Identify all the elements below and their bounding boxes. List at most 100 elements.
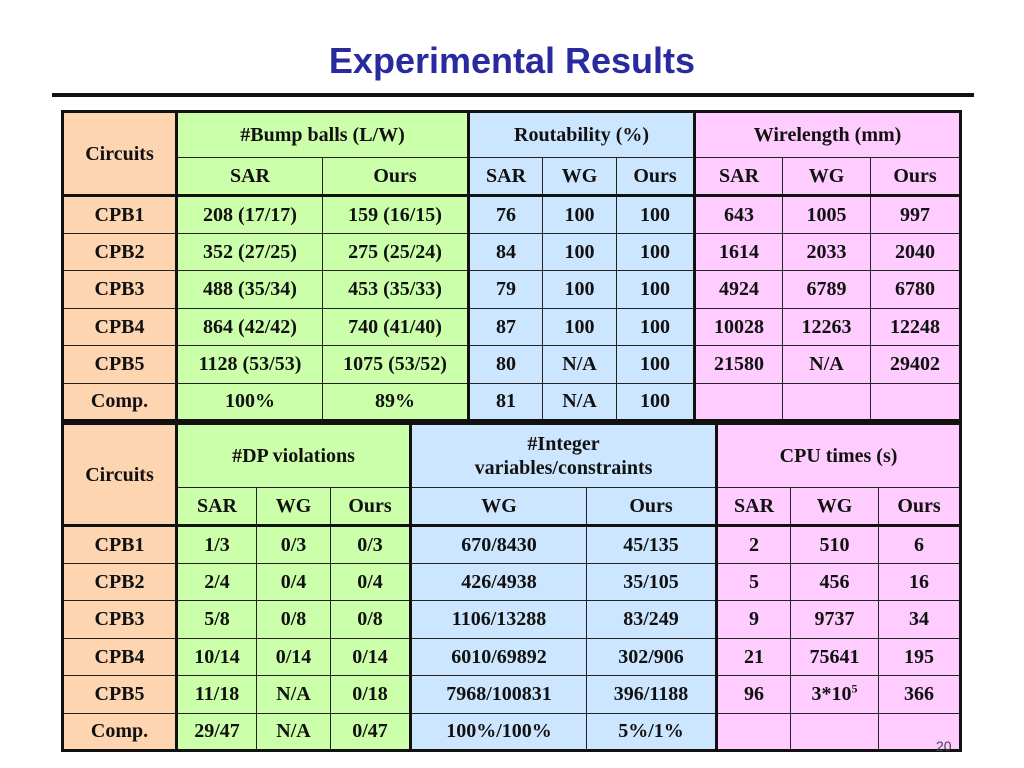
table-cell: 81 <box>468 382 544 421</box>
table-cell: 6780 <box>870 270 962 309</box>
table-cell: 0/3 <box>329 525 413 564</box>
table-cell: 195 <box>878 637 962 676</box>
table-row: CPB3 488 (35/34) 453 (35/33) 79 100 100 4924 67… <box>62 270 962 309</box>
table-cell: 84 <box>468 232 544 271</box>
table-cell: 21580 <box>694 345 784 384</box>
table-cell <box>782 382 872 421</box>
table-cell: 6 <box>878 525 962 564</box>
table-cell: 2040 <box>870 232 962 271</box>
table-cell <box>878 712 962 751</box>
table-cell: 34 <box>878 600 962 639</box>
table-cell: 740 (41/40) <box>321 307 471 346</box>
table-cell: 100 <box>542 195 618 234</box>
table-cell: 45/135 <box>586 525 719 564</box>
table-row: CPB2 352 (27/25) 275 (25/24) 84 100 100 1614 20… <box>62 232 962 271</box>
table-cell: 87 <box>468 307 544 346</box>
table-cell: N/A <box>256 675 331 714</box>
table-cell: 79 <box>468 270 544 309</box>
table-cell: 21 <box>716 637 792 676</box>
table-cell: 4924 <box>694 270 784 309</box>
table-cell: 1005 <box>782 195 872 234</box>
table-cell: 5/8 <box>176 600 257 639</box>
table-cell <box>870 382 962 421</box>
table-cell: 456 <box>790 562 880 601</box>
routability-header: Routability (%) <box>468 111 697 158</box>
table-cell: 10/14 <box>176 637 257 676</box>
circuit-name-cell: CPB2 <box>62 562 178 601</box>
table-cell: 1614 <box>694 232 784 271</box>
table-cell: 29/47 <box>176 712 257 751</box>
page-number: 20 <box>936 738 952 754</box>
table-cell: 7968/100831 <box>410 675 588 714</box>
table-cell: 3*105 <box>790 675 880 714</box>
subheader-cell: SAR <box>176 157 323 197</box>
table-cell: 2/4 <box>176 562 257 601</box>
subheader-cell: Ours <box>870 157 962 197</box>
table-row: Comp. 29/47 N/A 0/47 100%/100% 5%/1% <box>62 712 962 751</box>
table-row: CPB4 864 (42/42) 740 (41/40) 87 100 100 10028 1… <box>62 307 962 346</box>
subheader-cell: Ours <box>616 157 697 197</box>
table-cell: 10028 <box>694 307 784 346</box>
table-cell: 208 (17/17) <box>176 195 323 234</box>
results-table-2: Circuits #DP violations #Integer variabl… <box>61 422 963 752</box>
circuits-header: Circuits <box>62 111 178 197</box>
table-cell: 100%/100% <box>410 712 588 751</box>
wirelength-header: Wirelength (mm) <box>694 111 962 158</box>
circuit-name-cell: CPB1 <box>62 195 178 234</box>
table-cell: 0/4 <box>256 562 331 601</box>
table-cell: 80 <box>468 345 544 384</box>
table-cell: 396/1188 <box>586 675 719 714</box>
circuit-name-cell: CPB2 <box>62 232 178 271</box>
circuit-name-cell: CPB1 <box>62 525 178 564</box>
cpu-times-header: CPU times (s) <box>716 423 962 488</box>
table-cell: 1128 (53/53) <box>176 345 323 384</box>
subheader-cell: Ours <box>321 157 471 197</box>
table-row: CPB2 2/4 0/4 0/4 426/4938 35/105 5 456 16 <box>62 562 962 601</box>
table-cell: 159 (16/15) <box>321 195 471 234</box>
table-cell: 100 <box>542 232 618 271</box>
subheader-cell: WG <box>782 157 872 197</box>
circuit-name-cell: CPB3 <box>62 270 178 309</box>
table-cell: 100 <box>616 382 697 421</box>
table-cell: 100 <box>542 270 618 309</box>
table-cell: 12263 <box>782 307 872 346</box>
table-row: CPB3 5/8 0/8 0/8 1106/13288 83/249 9 9737 34 <box>62 600 962 639</box>
subheader-cell: SAR <box>176 487 257 527</box>
table-cell: 35/105 <box>586 562 719 601</box>
circuit-name-cell: CPB3 <box>62 600 178 639</box>
subheader-cell: WG <box>410 487 588 527</box>
table-cell: 11/18 <box>176 675 257 714</box>
circuit-name-cell: Comp. <box>62 712 178 751</box>
subheader-cell: Ours <box>586 487 719 527</box>
table-cell: 5 <box>716 562 792 601</box>
table-cell: 1106/13288 <box>410 600 588 639</box>
table-cell: 100 <box>616 345 697 384</box>
integer-header-line1: #Integer <box>527 433 600 455</box>
page-title: Experimental Results <box>328 40 696 81</box>
subheader-cell: WG <box>256 487 331 527</box>
table-cell: 0/47 <box>329 712 413 751</box>
table-row: CPB5 11/18 N/A 0/18 7968/100831 396/1188 96 3*1… <box>62 675 962 714</box>
table-cell: 9737 <box>790 600 880 639</box>
table-cell: 100% <box>176 382 323 421</box>
table-cell: 0/14 <box>329 637 413 676</box>
table-cell: 83/249 <box>586 600 719 639</box>
table-cell <box>694 382 784 421</box>
table-cell: 0/3 <box>256 525 331 564</box>
table-cell: 643 <box>694 195 784 234</box>
table-cell: 5%/1% <box>586 712 719 751</box>
bump-balls-header: #Bump balls (L/W) <box>175 111 471 158</box>
table-row: CPB5 1128 (53/53) 1075 (53/52) 80 N/A 100 2158… <box>62 345 962 384</box>
table-cell: 366 <box>878 675 962 714</box>
table-row: CPB4 10/14 0/14 0/14 6010/69892 302/906 21 7564… <box>62 637 962 676</box>
circuit-name-cell: CPB4 <box>62 637 178 676</box>
subheader-cell: WG <box>542 157 618 197</box>
table-cell: 0/18 <box>329 675 413 714</box>
subheader-cell: Ours <box>878 487 962 527</box>
table-cell: 9 <box>716 600 792 639</box>
table-cell: N/A <box>542 382 618 421</box>
exponent: 5 <box>851 681 858 696</box>
table-cell: 100 <box>542 307 618 346</box>
table-cell: 89% <box>321 382 471 421</box>
table-cell: 29402 <box>870 345 962 384</box>
